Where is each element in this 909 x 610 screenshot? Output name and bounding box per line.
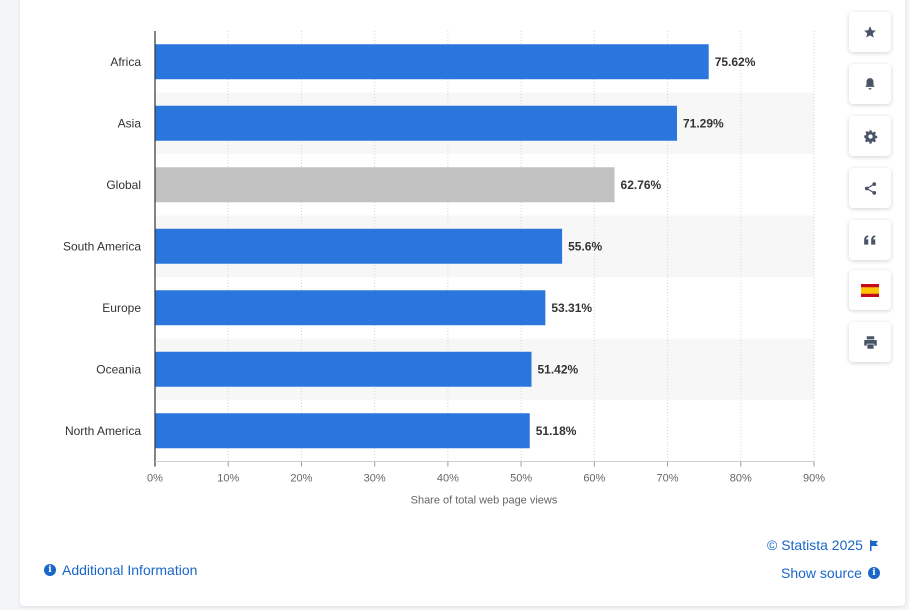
- bar: [155, 44, 709, 80]
- bar: [155, 167, 615, 203]
- additional-information-label: Additional Information: [62, 562, 198, 578]
- settings-button[interactable]: [849, 116, 891, 156]
- show-source-label: Show source: [781, 565, 862, 581]
- category-label: South America: [63, 239, 141, 253]
- category-label: Oceania: [96, 362, 141, 376]
- additional-information-link[interactable]: i Additional Information: [44, 562, 197, 578]
- bar: [155, 351, 532, 387]
- value-label: 53.31%: [551, 301, 592, 315]
- x-tick-label: 80%: [730, 473, 752, 485]
- printer-icon: [863, 335, 877, 349]
- info-icon: i: [44, 564, 56, 576]
- share-icon: [864, 181, 876, 195]
- star-icon: [864, 26, 876, 38]
- quote-icon: [864, 235, 876, 245]
- category-label: North America: [65, 424, 141, 438]
- x-tick-label: 40%: [437, 473, 459, 485]
- value-label: 51.42%: [538, 362, 579, 376]
- x-tick-label: 70%: [657, 473, 679, 485]
- x-tick-label: 30%: [364, 473, 386, 485]
- bar: [155, 105, 678, 141]
- x-tick-label: 0%: [147, 473, 163, 485]
- copyright-label: © Statista 2025: [767, 537, 863, 553]
- statista-copyright-link[interactable]: © Statista 2025: [767, 537, 879, 553]
- notification-button[interactable]: [849, 64, 891, 104]
- category-label: Africa: [110, 55, 141, 69]
- flag-icon: [869, 539, 878, 551]
- show-source-link[interactable]: Show source i: [781, 565, 880, 581]
- category-label: Asia: [118, 116, 142, 130]
- citation-button[interactable]: [849, 220, 891, 260]
- value-label: 71.29%: [683, 116, 724, 130]
- bar: [155, 228, 563, 264]
- value-label: 62.76%: [621, 178, 662, 192]
- info-icon: i: [867, 567, 880, 579]
- category-label: Europe: [102, 301, 141, 315]
- value-label: 75.62%: [715, 55, 756, 69]
- favorite-button[interactable]: [849, 12, 891, 52]
- value-label: 51.18%: [536, 424, 577, 438]
- x-tick-label: 10%: [217, 473, 239, 485]
- gear-icon: [863, 129, 877, 144]
- x-tick-label: 20%: [290, 473, 312, 485]
- print-button[interactable]: [849, 322, 891, 362]
- x-tick-label: 90%: [803, 473, 825, 485]
- bar: [155, 413, 530, 449]
- x-tick-label: 60%: [583, 473, 605, 485]
- category-label: Global: [106, 178, 141, 192]
- share-button[interactable]: [849, 168, 891, 208]
- spain-flag-icon: [861, 283, 879, 297]
- value-label: 55.6%: [568, 239, 602, 253]
- x-tick-label: 50%: [510, 473, 532, 485]
- bar: [155, 290, 546, 326]
- x-axis-title: Share of total web page views: [411, 495, 558, 507]
- bell-icon: [865, 78, 875, 90]
- language-button[interactable]: [849, 270, 891, 310]
